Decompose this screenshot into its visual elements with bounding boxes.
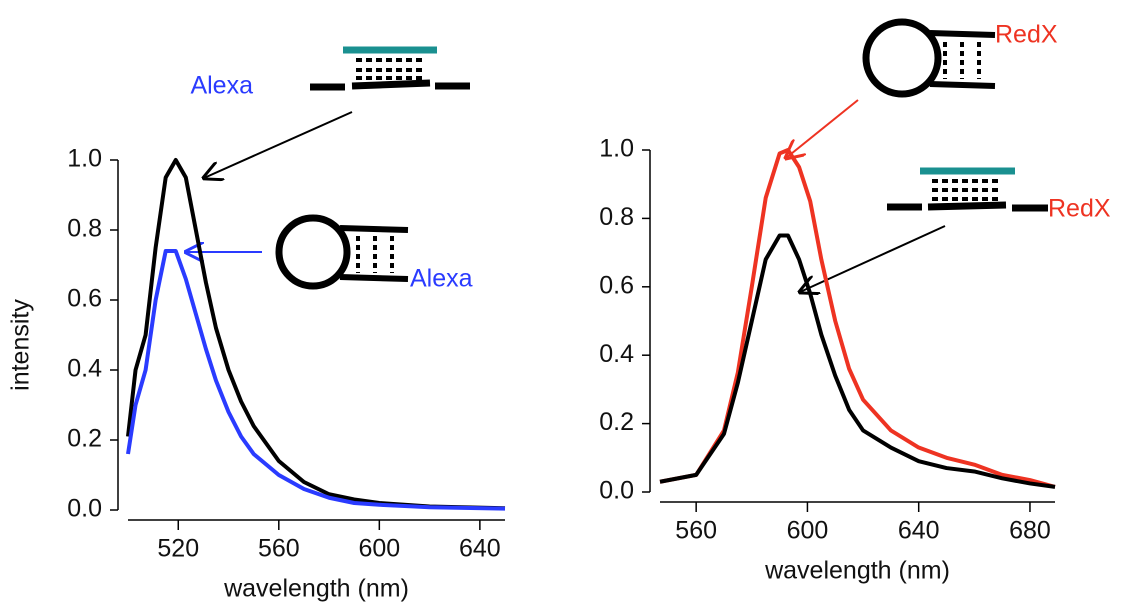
arrow <box>204 111 353 178</box>
y-tick-label: 0.2 <box>67 425 102 453</box>
annotation: RedX <box>995 21 1058 49</box>
series-line <box>126 158 506 511</box>
y-tick-label: 0.4 <box>599 340 634 368</box>
x-axis-label: wavelength (nm) <box>764 557 950 585</box>
y-tick-label: 0.0 <box>67 495 102 523</box>
x-tick-label: 640 <box>459 535 501 563</box>
y-tick-label: 0.6 <box>67 285 102 313</box>
annotation: Alexa <box>190 72 253 100</box>
annotation: Alexa <box>410 265 473 293</box>
annotation: RedX <box>1048 195 1111 223</box>
y-tick-label: 0.4 <box>67 355 102 383</box>
x-tick-label: 600 <box>358 535 400 563</box>
series-line <box>659 148 1056 489</box>
x-tick-label: 600 <box>787 517 829 545</box>
x-tick-label: 560 <box>675 517 717 545</box>
y-tick-label: 0.8 <box>599 203 634 231</box>
x-tick-label: 520 <box>157 535 199 563</box>
y-tick-label: 1.0 <box>599 135 634 163</box>
y-tick-label: 0.8 <box>67 215 102 243</box>
duplex-diagram <box>887 167 1048 212</box>
series-line <box>659 233 1056 489</box>
series-line <box>126 249 506 511</box>
y-tick-label: 1.0 <box>67 145 102 173</box>
x-tick-label: 560 <box>258 535 300 563</box>
y-tick-label: 0.2 <box>599 408 634 436</box>
x-tick-label: 640 <box>898 517 940 545</box>
y-axis-label: intensity <box>7 299 35 391</box>
y-tick-label: 0.6 <box>599 271 634 299</box>
hairpin-diagram <box>862 18 996 98</box>
x-axis-label: wavelength (nm) <box>223 575 409 603</box>
arrow <box>786 99 859 158</box>
x-tick-label: 680 <box>1009 517 1051 545</box>
y-tick-label: 0.0 <box>599 477 634 505</box>
hairpin-diagram <box>275 214 409 290</box>
duplex-diagram <box>310 46 470 91</box>
